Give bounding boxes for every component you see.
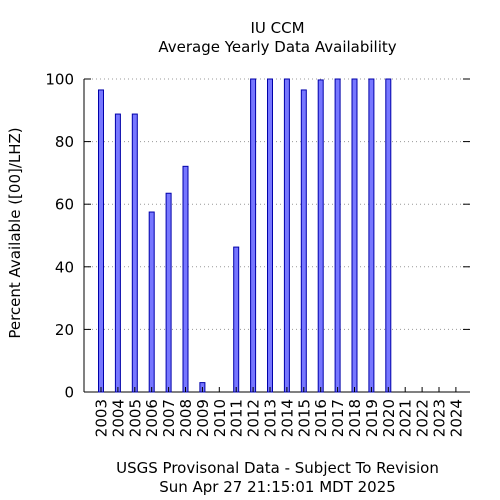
x-tick-label-2008: 2008 bbox=[177, 399, 195, 437]
x-tick-label-2013: 2013 bbox=[262, 399, 280, 437]
bar-2006 bbox=[148, 211, 155, 393]
bar-2011 bbox=[233, 246, 240, 393]
x-tick-label-2004: 2004 bbox=[109, 399, 127, 437]
y-tick-label: 40 bbox=[55, 258, 74, 276]
x-tick-label-2015: 2015 bbox=[295, 399, 313, 437]
x-tick-label-2021: 2021 bbox=[397, 399, 415, 437]
x-tick-label-2011: 2011 bbox=[228, 399, 246, 437]
x-tick-label-2016: 2016 bbox=[312, 399, 330, 437]
x-tick-label-2023: 2023 bbox=[431, 399, 449, 437]
x-tick-label-2009: 2009 bbox=[194, 399, 212, 437]
x-tick-label-2018: 2018 bbox=[346, 399, 364, 437]
y-tick-label: 20 bbox=[55, 321, 74, 339]
x-tick-label-2019: 2019 bbox=[363, 399, 381, 437]
bar-2014 bbox=[283, 78, 290, 393]
bar-2013 bbox=[267, 78, 273, 393]
x-tick-label-2017: 2017 bbox=[329, 399, 347, 437]
x-tick-label-2003: 2003 bbox=[93, 399, 111, 437]
x-tick-label-2024: 2024 bbox=[447, 399, 465, 437]
bar-2016 bbox=[317, 79, 324, 393]
y-tick-label: 100 bbox=[45, 71, 74, 89]
bar-2005 bbox=[131, 113, 138, 393]
footer-line-2: Sun Apr 27 21:15:01 MDT 2025 bbox=[159, 478, 396, 496]
x-tick-label-2006: 2006 bbox=[143, 399, 161, 437]
x-tick-label-2014: 2014 bbox=[278, 399, 296, 437]
chart-subtitle: Average Yearly Data Availability bbox=[158, 38, 397, 56]
x-tick-label-2010: 2010 bbox=[211, 399, 229, 437]
x-tick-label-2012: 2012 bbox=[245, 399, 263, 437]
y-tick-label: 80 bbox=[55, 133, 74, 151]
chart-title: IU CCM bbox=[250, 19, 305, 37]
x-tick-label-2007: 2007 bbox=[160, 399, 178, 437]
y-tick-label: 60 bbox=[55, 196, 74, 214]
bar-2004 bbox=[114, 113, 121, 393]
y-tick-label: 0 bbox=[64, 384, 74, 402]
bar-2020 bbox=[385, 78, 392, 393]
bar-2017 bbox=[334, 78, 341, 393]
bar-2019 bbox=[368, 78, 375, 393]
bar-2018 bbox=[351, 78, 358, 393]
bar-2015 bbox=[300, 89, 307, 393]
bar-2007 bbox=[165, 192, 172, 393]
bar-2003 bbox=[98, 89, 104, 393]
x-tick-label-2005: 2005 bbox=[126, 399, 144, 437]
x-tick-label-2022: 2022 bbox=[414, 399, 432, 437]
x-tick-label-2020: 2020 bbox=[380, 399, 398, 437]
bar-2012 bbox=[250, 78, 257, 393]
bar-2008 bbox=[182, 165, 189, 393]
footer-line-1: USGS Provisonal Data - Subject To Revisi… bbox=[116, 459, 439, 477]
